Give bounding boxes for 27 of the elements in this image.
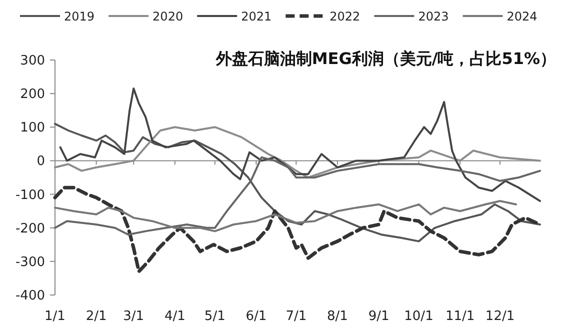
x-tick-label: 7/1: [286, 309, 307, 324]
y-tick-label: -400: [15, 288, 45, 304]
x-tick-label: 9/1: [368, 309, 390, 324]
x-tick-label: 8/1: [327, 309, 348, 324]
x-tick-label: 5/1: [204, 309, 226, 324]
legend-label: 2021: [241, 10, 272, 24]
x-tick-label: 2/1: [86, 309, 107, 324]
x-tick-label: 6/1: [246, 309, 267, 324]
y-tick-label: -200: [15, 221, 45, 236]
chart-title: 外盘石脑油制MEG利润（美元/吨，占比51%）: [214, 49, 556, 68]
x-tick-label: 3/1: [123, 309, 144, 324]
x-tick-label: 4/1: [164, 309, 186, 324]
y-tick-label: 100: [20, 120, 45, 136]
y-tick-label: 300: [20, 54, 45, 68]
legend-label: 2022: [330, 10, 360, 24]
y-tick-label: -300: [15, 254, 45, 270]
x-tick-label: 11/1: [445, 309, 475, 324]
legend-label: 2020: [152, 10, 184, 24]
x-tick-label: 1/1: [44, 309, 66, 324]
legend-label: 2019: [64, 10, 95, 24]
legend-label: 2023: [418, 10, 449, 24]
legend-label: 2024: [506, 10, 538, 24]
y-tick-label: 200: [20, 87, 45, 102]
y-tick-label: -100: [15, 188, 45, 203]
x-tick-label: 10/1: [404, 309, 434, 324]
y-tick-label: 0: [36, 154, 45, 170]
x-tick-label: 12/1: [485, 309, 515, 324]
